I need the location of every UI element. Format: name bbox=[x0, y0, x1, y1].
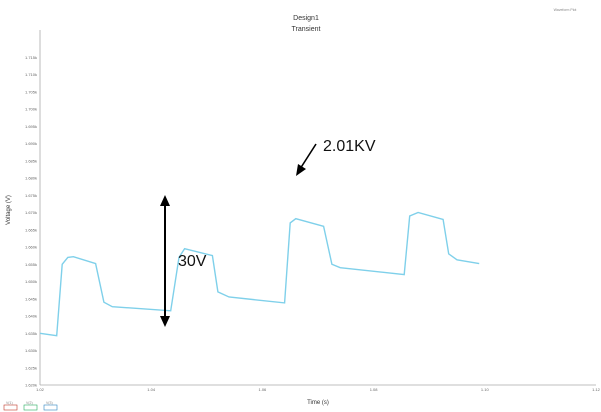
peak-arrow-head bbox=[296, 164, 306, 176]
chart-title: Design1 bbox=[293, 15, 319, 22]
y-tick-label: 1.685k bbox=[25, 158, 37, 163]
corner-note: Waveform Plot bbox=[554, 8, 577, 12]
x-tick-labels: 1.02 1.04 1.06 1.08 1.10 1.12 bbox=[36, 387, 601, 392]
x-tick-label: 1.06 bbox=[259, 387, 268, 392]
y-tick-label: 1.700k bbox=[25, 107, 37, 112]
y-tick-label: 1.705k bbox=[25, 89, 37, 94]
x-tick-label: 1.10 bbox=[481, 387, 490, 392]
peak-arrow-line bbox=[299, 143, 317, 170]
y-tick-label: 1.695k bbox=[25, 124, 37, 129]
y-tick-label: 1.630k bbox=[25, 348, 37, 353]
y-axis-label: Voltage (V) bbox=[6, 195, 12, 225]
x-tick-label: 1.12 bbox=[592, 387, 601, 392]
annotation-30v: 30V bbox=[178, 253, 207, 270]
y-tick-label: 1.635k bbox=[25, 331, 37, 336]
legend-label-v1: V(1) bbox=[6, 401, 13, 405]
y-tick-label: 1.665k bbox=[25, 227, 37, 232]
y-tick-label: 1.670k bbox=[25, 210, 37, 215]
legend-label-v3: V(3) bbox=[46, 401, 53, 405]
y-tick-label: 1.625k bbox=[25, 365, 37, 370]
legend-swatch-v2 bbox=[23, 404, 38, 411]
legend: V(1) V(2) V(3) bbox=[3, 401, 58, 411]
y-tick-label: 1.655k bbox=[25, 262, 37, 267]
amplitude-arrow-bottom bbox=[160, 316, 170, 327]
voltage-series-line bbox=[39, 211, 480, 337]
y-tick-label: 1.640k bbox=[25, 314, 37, 319]
y-tick-label: 1.650k bbox=[25, 279, 37, 284]
y-tick-label: 1.680k bbox=[25, 176, 37, 181]
y-tick-label: 1.645k bbox=[25, 296, 37, 301]
y-tick-label: 1.675k bbox=[25, 193, 37, 198]
y-tick-label: 1.710k bbox=[25, 72, 37, 77]
x-tick-label: 1.04 bbox=[147, 387, 156, 392]
x-tick-label: 1.02 bbox=[36, 387, 45, 392]
y-tick-label: 1.660k bbox=[25, 245, 37, 250]
x-tick-label: 1.08 bbox=[370, 387, 379, 392]
y-tick-label: 1.690k bbox=[25, 141, 37, 146]
annotation-2-01kv: 2.01KV bbox=[323, 138, 376, 155]
y-tick-label: 1.620k bbox=[25, 383, 37, 388]
legend-label-v2: V(2) bbox=[26, 401, 33, 405]
legend-swatch-v3 bbox=[43, 404, 58, 411]
chart-subtitle: Transient bbox=[292, 26, 321, 33]
y-tick-label: 1.715k bbox=[25, 55, 37, 60]
legend-swatch-v1 bbox=[3, 404, 18, 411]
y-tick-labels: 1.620k 1.625k 1.630k 1.635k 1.640k 1.645k 1.65… bbox=[25, 55, 37, 388]
amplitude-arrow-top bbox=[160, 195, 170, 206]
x-axis-label: Time (s) bbox=[307, 400, 329, 406]
